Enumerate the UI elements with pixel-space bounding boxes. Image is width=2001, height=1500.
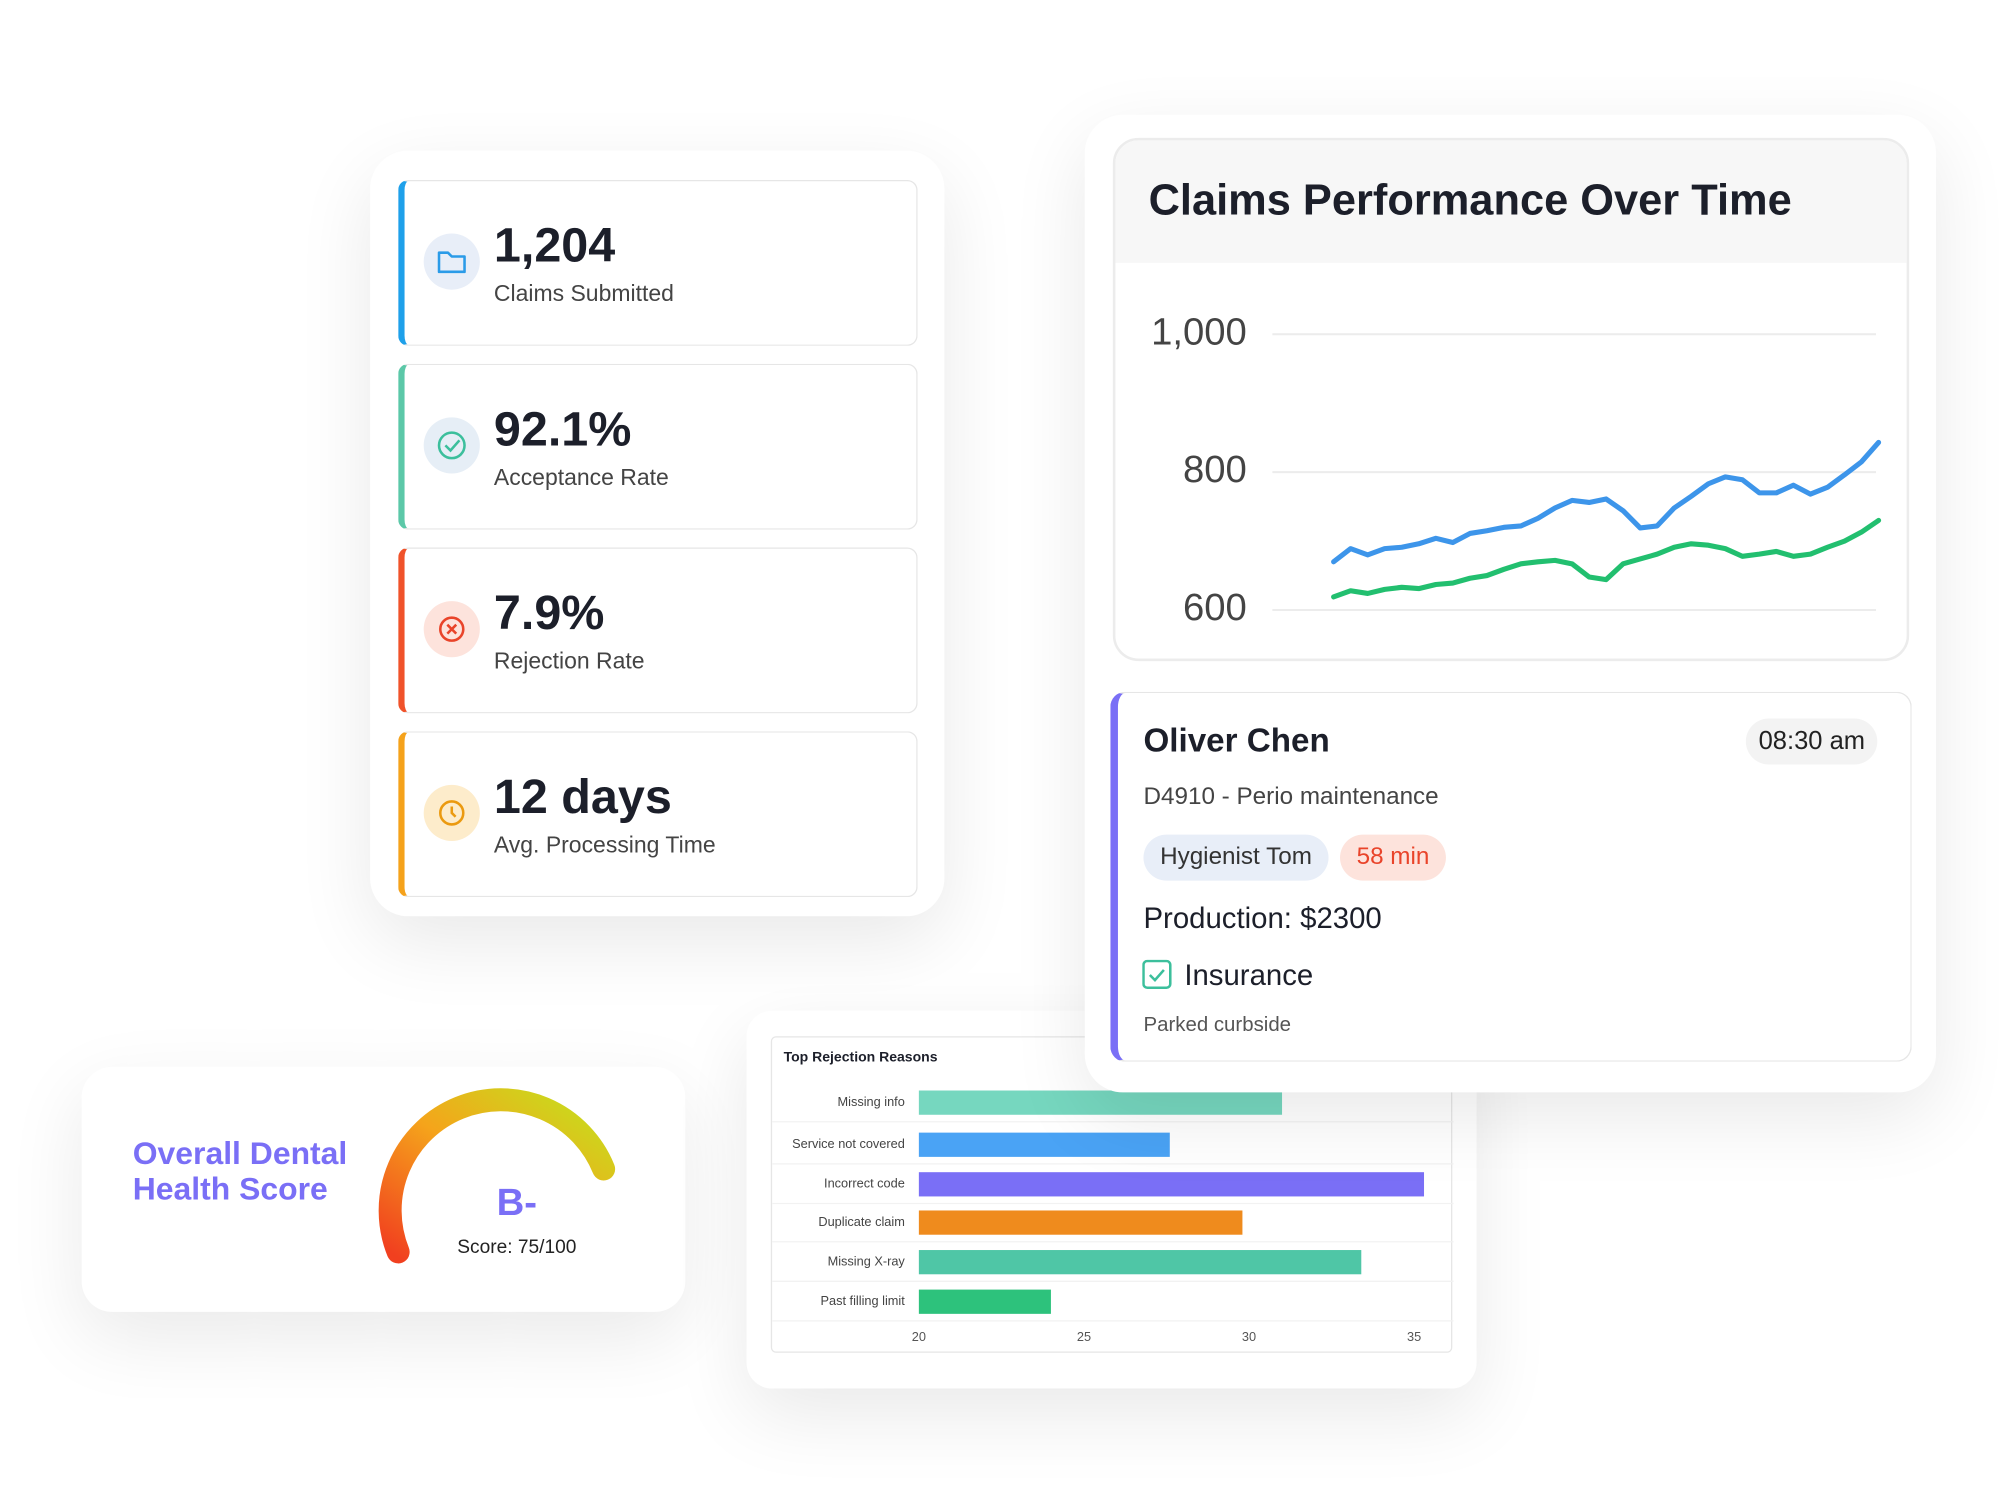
stat-label: Avg. Processing Time xyxy=(493,832,716,858)
note: Parked curbside xyxy=(1143,1014,1292,1037)
category-label: Past filling limit xyxy=(820,1293,905,1308)
x-tick-label: 35 xyxy=(1407,1329,1421,1344)
y-tick-label: 800 xyxy=(1183,448,1247,491)
stat-label: Claims Submitted xyxy=(493,280,674,307)
category-label: Service not covered xyxy=(792,1136,905,1151)
stat-label: Rejection Rate xyxy=(493,648,645,674)
x-tick-label: 30 xyxy=(1242,1329,1256,1344)
y-tick-label: 1,000 xyxy=(1151,310,1247,353)
stats-panel: 1,204 Claims Submitted 92.1% Acceptance … xyxy=(370,150,945,917)
category-label: Incorrect code xyxy=(824,1176,905,1191)
bar-frame: Top Rejection Reasons 20 25 30 35 Missing inf… xyxy=(770,1036,1454,1353)
bar xyxy=(918,1172,1425,1197)
line-chart: 1,000 800 600 xyxy=(1151,310,1882,629)
category-label: Missing X-ray xyxy=(828,1254,906,1269)
appointment-card: Oliver Chen 08:30 am D4910 - Perio maint… xyxy=(1110,691,1912,1062)
stat-value: 7.9% xyxy=(493,587,605,641)
patient-name: Oliver Chen xyxy=(1143,721,1330,760)
bar xyxy=(918,1210,1243,1235)
right-panel: Claims Performance Over Time 1,000 800 600… xyxy=(1084,114,1936,1093)
category-label: Duplicate claim xyxy=(818,1214,904,1229)
checkbox xyxy=(1142,959,1172,990)
production: Production: $2300 xyxy=(1143,900,1382,935)
y-tick-label: 600 xyxy=(1183,586,1247,629)
bar xyxy=(918,1289,1051,1314)
icon xyxy=(423,601,480,658)
line-header: Claims Performance Over Time xyxy=(1115,140,1907,263)
stat-card: 1,204 Claims Submitted xyxy=(398,179,918,346)
gauge-score: Score: 75/100 xyxy=(457,1237,576,1258)
stat-value: 92.1% xyxy=(493,403,632,457)
category-label: Missing info xyxy=(837,1094,904,1109)
stat-card: 7.9% Rejection Rate xyxy=(398,547,918,714)
x-tick-label: 20 xyxy=(912,1329,926,1344)
line-card: Claims Performance Over Time 1,000 800 600 xyxy=(1112,137,1910,662)
icon xyxy=(423,417,480,474)
gauge: B- Score: 75/100 xyxy=(378,1088,616,1264)
stat-card: 92.1% Acceptance Rate xyxy=(398,363,918,530)
icon xyxy=(423,784,480,842)
icon xyxy=(423,233,480,290)
bar-title: Top Rejection Reasons xyxy=(784,1049,938,1065)
gauge-arc xyxy=(378,1088,616,1264)
stat-card: 12 days Avg. Processing Time xyxy=(398,731,918,898)
bar xyxy=(918,1250,1362,1275)
gauge-grade: B- xyxy=(497,1181,537,1224)
stat-label: Acceptance Rate xyxy=(493,464,669,491)
gauge-title: Overall Dental Health Score xyxy=(132,1135,348,1208)
procedure: D4910 - Perio maintenance xyxy=(1143,783,1439,811)
line-title: Claims Performance Over Time xyxy=(1148,176,1792,225)
line-series xyxy=(1331,439,1882,565)
time-pill: 08:30 am xyxy=(1745,718,1878,765)
stat-value: 12 days xyxy=(493,770,672,825)
bar-chart: Top Rejection Reasons 20 25 30 35 Missing inf… xyxy=(772,1049,1454,1344)
bar xyxy=(918,1090,1283,1115)
provider-pill: Hygienist Tom xyxy=(1143,834,1329,881)
x-tick-label: 25 xyxy=(1077,1329,1091,1344)
insurance: Insurance xyxy=(1184,958,1314,992)
line-series xyxy=(1331,517,1882,600)
stat-value: 1,204 xyxy=(493,219,616,274)
bar xyxy=(918,1132,1170,1157)
duration-pill: 58 min xyxy=(1340,834,1446,881)
gauge-card: Overall Dental Health Score B- Score: 75… xyxy=(81,1066,686,1312)
